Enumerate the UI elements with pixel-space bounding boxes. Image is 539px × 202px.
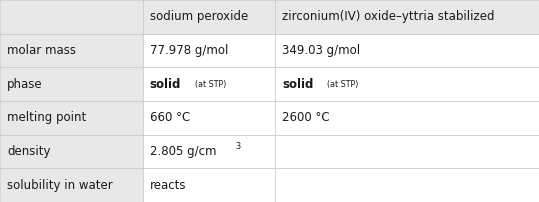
Bar <box>0 0 143 34</box>
Text: solid: solid <box>150 78 181 91</box>
Text: solubility in water: solubility in water <box>7 179 113 192</box>
Bar <box>275 168 539 202</box>
Bar <box>0 34 143 67</box>
Bar <box>275 135 539 168</box>
Text: 2600 °C: 2600 °C <box>282 111 329 124</box>
Text: melting point: melting point <box>7 111 86 124</box>
Bar <box>275 34 539 67</box>
Bar <box>275 101 539 135</box>
Bar <box>0 135 143 168</box>
Text: 77.978 g/mol: 77.978 g/mol <box>150 44 228 57</box>
Text: 3: 3 <box>236 142 241 151</box>
Bar <box>275 67 539 101</box>
Bar <box>143 67 275 101</box>
Bar <box>143 0 275 34</box>
Bar <box>0 101 143 135</box>
Text: 2.805 g/cm: 2.805 g/cm <box>150 145 216 158</box>
Bar <box>0 168 143 202</box>
Bar <box>143 168 275 202</box>
Text: sodium peroxide: sodium peroxide <box>150 10 248 23</box>
Text: density: density <box>7 145 51 158</box>
Bar <box>143 135 275 168</box>
Text: (at STP): (at STP) <box>195 80 226 89</box>
Bar <box>143 101 275 135</box>
Bar <box>143 34 275 67</box>
Bar <box>275 0 539 34</box>
Bar <box>0 67 143 101</box>
Text: phase: phase <box>7 78 43 91</box>
Text: solid: solid <box>282 78 313 91</box>
Text: 349.03 g/mol: 349.03 g/mol <box>282 44 360 57</box>
Text: molar mass: molar mass <box>7 44 76 57</box>
Text: zirconium(IV) oxide–yttria stabilized: zirconium(IV) oxide–yttria stabilized <box>282 10 494 23</box>
Text: (at STP): (at STP) <box>327 80 358 89</box>
Text: 660 °C: 660 °C <box>150 111 190 124</box>
Text: reacts: reacts <box>150 179 186 192</box>
